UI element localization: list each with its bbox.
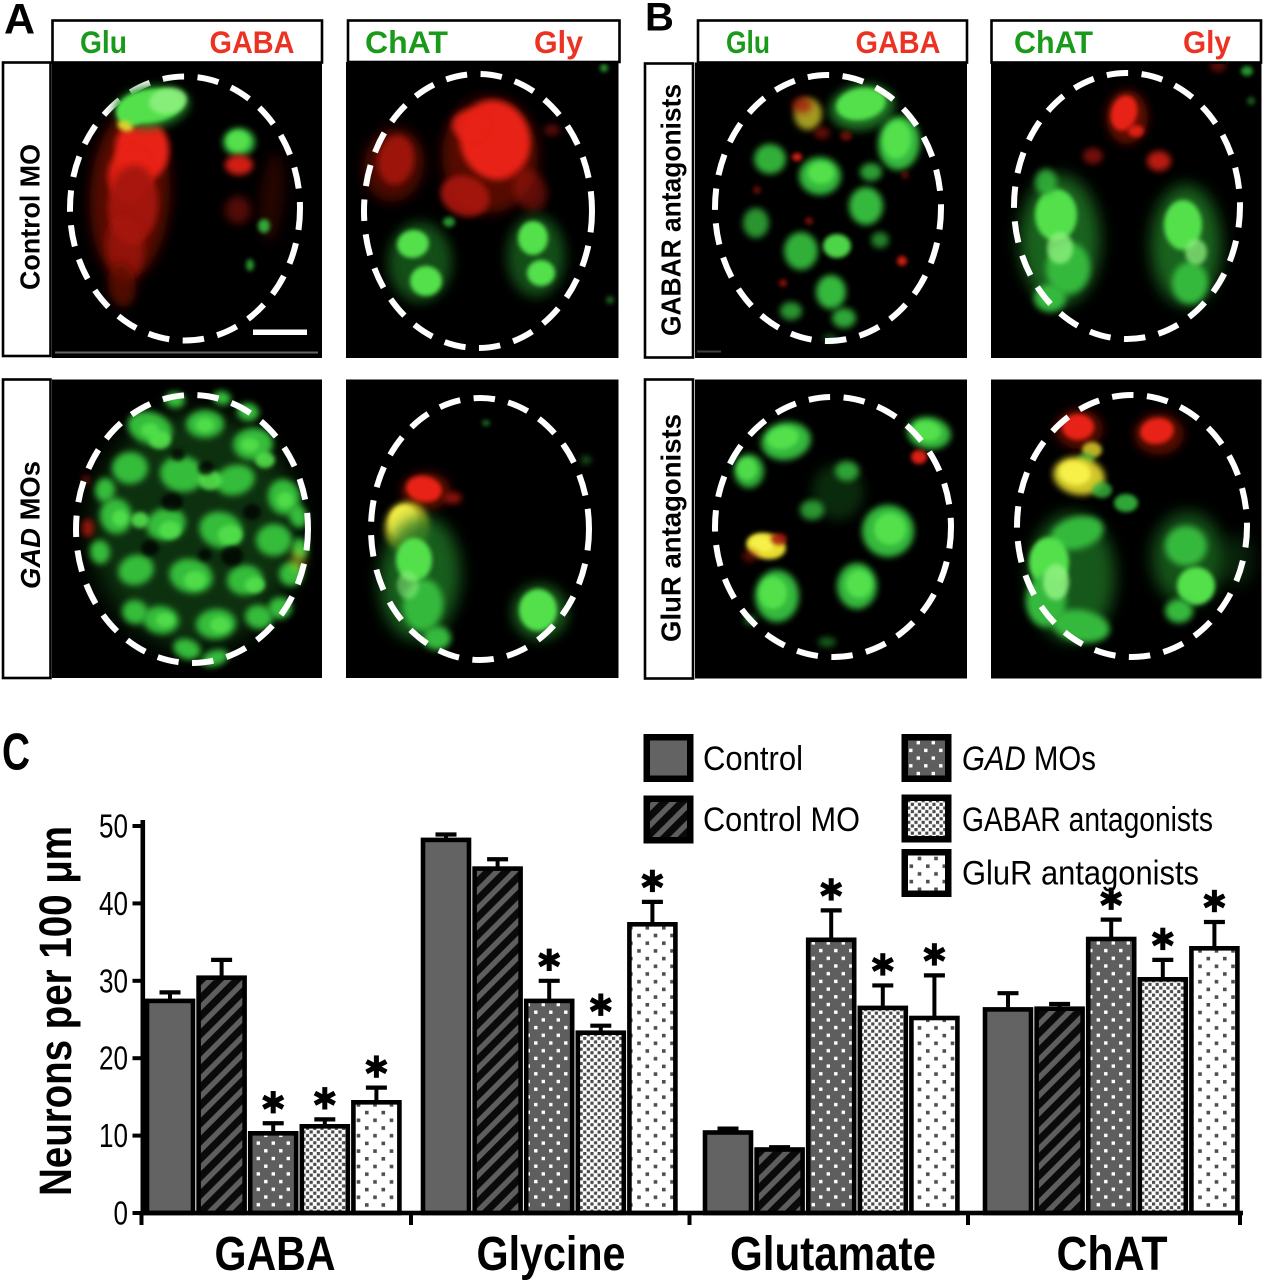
svg-text:Neurons per 100 μm: Neurons per 100 μm	[30, 826, 81, 1196]
svg-text:Control MO: Control MO	[15, 144, 46, 290]
svg-text:Glycine: Glycine	[477, 1228, 626, 1280]
svg-text:40: 40	[99, 885, 128, 922]
svg-text:30: 30	[99, 962, 128, 999]
svg-text:Control: Control	[703, 740, 803, 778]
svg-text:GluR antagonists: GluR antagonists	[962, 855, 1199, 893]
svg-text:GABA: GABA	[215, 1228, 336, 1280]
svg-text:C: C	[2, 724, 30, 782]
svg-text:GABAR antagonists: GABAR antagonists	[656, 84, 687, 336]
svg-text:A: A	[4, 0, 35, 44]
svg-text:0: 0	[114, 1195, 129, 1232]
svg-text:20: 20	[99, 1040, 128, 1077]
svg-text:ChAT: ChAT	[1057, 1228, 1168, 1280]
svg-text:ChAT: ChAT	[1014, 24, 1093, 60]
svg-text:GluR antagonists: GluR antagonists	[656, 414, 687, 642]
svg-text:GABA: GABA	[210, 24, 295, 60]
svg-text:GABA: GABA	[856, 24, 941, 60]
svg-text:Gly: Gly	[1183, 24, 1231, 60]
svg-text:B: B	[645, 0, 674, 40]
svg-text:Gly: Gly	[534, 24, 583, 60]
svg-text:GAD MOs: GAD MOs	[15, 461, 46, 589]
svg-text:GABAR antagonists: GABAR antagonists	[962, 801, 1213, 839]
svg-text:Control MO: Control MO	[703, 801, 860, 839]
svg-text:Glutamate: Glutamate	[730, 1228, 936, 1280]
svg-text:Glu: Glu	[726, 24, 770, 60]
svg-text:Glu: Glu	[80, 24, 127, 60]
svg-text:ChAT: ChAT	[365, 24, 448, 60]
svg-text:50: 50	[99, 808, 128, 845]
svg-text:10: 10	[99, 1117, 128, 1154]
svg-text:GAD MOs: GAD MOs	[962, 740, 1096, 778]
